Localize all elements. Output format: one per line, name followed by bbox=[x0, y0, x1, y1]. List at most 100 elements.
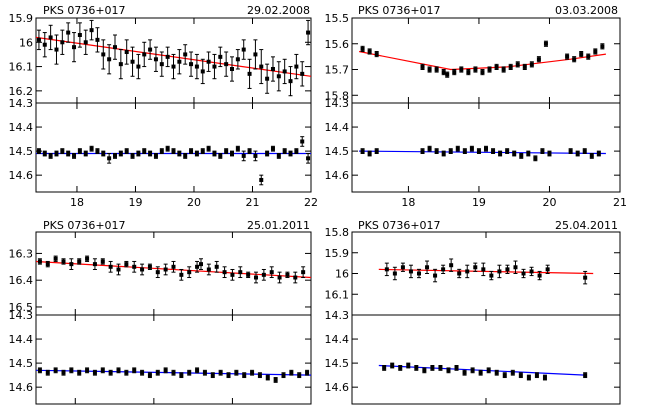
point-marker bbox=[238, 270, 243, 275]
x-tick-label: 18 bbox=[401, 196, 415, 209]
point-marker bbox=[165, 54, 170, 59]
data-point bbox=[462, 369, 467, 376]
point-marker bbox=[392, 271, 397, 276]
data-point bbox=[54, 150, 59, 157]
data-point bbox=[130, 46, 135, 77]
point-marker bbox=[498, 151, 503, 156]
data-point bbox=[529, 266, 534, 277]
data-point bbox=[72, 153, 77, 159]
upper-x-axis bbox=[351, 232, 621, 315]
data-point bbox=[519, 153, 524, 159]
data-point bbox=[48, 153, 53, 159]
panel-date: 29.02.2008 bbox=[247, 4, 310, 17]
data-point bbox=[89, 145, 94, 152]
y-tick-label: 16 bbox=[335, 268, 349, 281]
point-marker bbox=[130, 59, 135, 64]
point-marker bbox=[142, 52, 147, 57]
data-point bbox=[384, 262, 389, 277]
data-point bbox=[247, 148, 252, 155]
data-point bbox=[66, 150, 71, 157]
data-point bbox=[542, 374, 547, 381]
panel-title: PKS 0736+017 bbox=[43, 4, 126, 17]
data-point bbox=[360, 148, 365, 155]
data-point bbox=[536, 56, 541, 63]
data-point bbox=[45, 369, 50, 376]
data-point bbox=[529, 61, 534, 68]
data-point bbox=[481, 262, 486, 277]
point-marker bbox=[445, 72, 450, 77]
data-point bbox=[206, 145, 211, 152]
point-marker bbox=[36, 37, 41, 42]
data-point bbox=[108, 369, 113, 376]
panel-title: PKS 0736+017 bbox=[358, 219, 441, 232]
x-tick-label: 18 bbox=[70, 196, 84, 209]
point-marker bbox=[148, 151, 153, 156]
point-marker bbox=[246, 272, 251, 277]
y-tick-label: 16.1 bbox=[9, 61, 34, 74]
data-point bbox=[491, 148, 496, 155]
upper-plot: 15.8 15.9 16 16.1 bbox=[325, 226, 621, 316]
data-point bbox=[568, 148, 573, 155]
point-marker bbox=[212, 64, 217, 69]
y-tick-label: 14.3 bbox=[325, 309, 350, 322]
point-marker bbox=[132, 368, 137, 373]
data-point bbox=[452, 69, 457, 76]
point-marker bbox=[153, 57, 158, 62]
data-point bbox=[498, 150, 503, 157]
point-marker bbox=[77, 370, 82, 375]
lower-data-points bbox=[36, 136, 311, 186]
point-marker bbox=[420, 64, 425, 69]
panel-date: 25.04.2011 bbox=[555, 219, 618, 232]
point-marker bbox=[502, 373, 507, 378]
point-marker bbox=[171, 149, 176, 154]
point-marker bbox=[505, 267, 510, 272]
y-tick-label: 14.3 bbox=[325, 97, 350, 110]
data-point bbox=[153, 153, 158, 159]
data-point bbox=[165, 145, 170, 152]
data-point bbox=[253, 39, 258, 70]
upper-y-axis: 15.5 15.6 15.7 15.8 bbox=[325, 12, 620, 102]
point-marker bbox=[101, 151, 106, 156]
y-tick-label: 14.6 bbox=[9, 381, 34, 394]
data-point bbox=[107, 44, 112, 75]
y-tick-label: 15.6 bbox=[325, 38, 350, 51]
panel-date: 03.03.2008 bbox=[555, 4, 618, 17]
point-marker bbox=[92, 262, 97, 267]
upper-frame bbox=[351, 17, 621, 104]
panel-bottom-right: PKS 0736+017 25.04.2011 15.8 15.9 16 16.1 1… bbox=[325, 219, 621, 405]
point-marker bbox=[250, 370, 255, 375]
point-marker bbox=[277, 275, 282, 280]
data-point bbox=[508, 63, 513, 71]
x-tick-label: 22 bbox=[304, 196, 318, 209]
lower-plot: 14.3 14.4 14.5 14.6 18 19 20 21 22 bbox=[9, 97, 319, 209]
point-marker bbox=[60, 40, 65, 45]
data-point bbox=[214, 260, 219, 273]
upper-plot: 16.3 16.4 16.5 bbox=[9, 231, 312, 316]
point-marker bbox=[294, 64, 299, 69]
point-marker bbox=[382, 365, 387, 370]
lower-y-axis: 14.3 14.4 14.5 14.6 bbox=[9, 309, 311, 394]
data-point bbox=[210, 372, 215, 379]
data-point bbox=[42, 150, 47, 157]
data-point bbox=[118, 49, 123, 80]
point-marker bbox=[200, 69, 205, 74]
point-marker bbox=[489, 273, 494, 278]
point-marker bbox=[199, 262, 203, 267]
lower-fit-line bbox=[359, 150, 606, 155]
data-point bbox=[124, 39, 129, 65]
point-marker bbox=[582, 149, 587, 154]
data-point bbox=[101, 150, 106, 157]
point-marker bbox=[422, 368, 427, 373]
point-marker bbox=[265, 375, 270, 380]
point-marker bbox=[269, 270, 274, 275]
lower-frame bbox=[351, 314, 621, 405]
point-marker bbox=[177, 151, 182, 156]
data-point bbox=[235, 145, 240, 152]
data-point bbox=[430, 365, 435, 371]
point-marker bbox=[512, 151, 517, 156]
data-point bbox=[533, 155, 538, 162]
data-point bbox=[441, 69, 446, 76]
point-marker bbox=[486, 368, 491, 373]
point-marker bbox=[476, 149, 481, 154]
data-point bbox=[382, 365, 387, 371]
